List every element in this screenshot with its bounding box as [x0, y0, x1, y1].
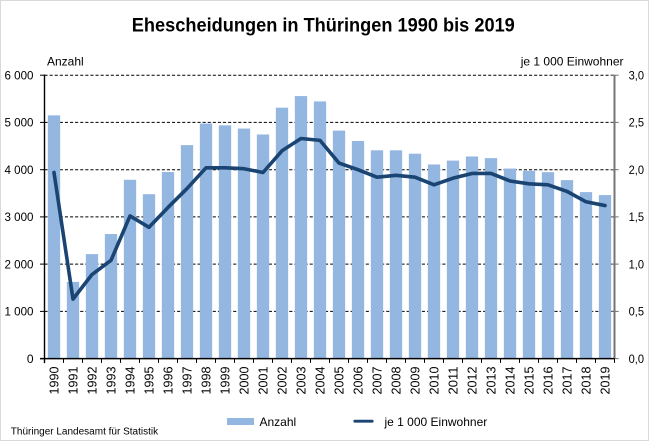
svg-text:1990: 1990 [48, 366, 62, 394]
svg-text:6 000: 6 000 [5, 68, 34, 82]
svg-text:2015: 2015 [523, 366, 537, 394]
svg-text:2007: 2007 [371, 366, 385, 394]
svg-text:2016: 2016 [542, 366, 556, 394]
svg-text:Ehescheidungen in Thüringen 19: Ehescheidungen in Thüringen 1990 bis 201… [132, 15, 515, 37]
svg-text:1998: 1998 [200, 366, 214, 394]
svg-text:2011: 2011 [447, 366, 461, 394]
svg-text:2000: 2000 [238, 366, 252, 394]
svg-text:2010: 2010 [428, 366, 442, 394]
svg-text:1994: 1994 [124, 366, 138, 394]
svg-text:2013: 2013 [485, 366, 499, 394]
svg-text:2005: 2005 [333, 366, 347, 394]
svg-text:2,5: 2,5 [629, 116, 645, 130]
svg-text:je 1 000 Einwohner: je 1 000 Einwohner [520, 55, 624, 69]
svg-text:0: 0 [27, 352, 34, 366]
svg-text:2009: 2009 [409, 366, 423, 394]
svg-text:Thüringer Landesamt für Statis: Thüringer Landesamt für Statistik [11, 426, 159, 437]
svg-text:Anzahl: Anzahl [47, 55, 84, 69]
svg-text:0,0: 0,0 [629, 352, 645, 366]
svg-text:3 000: 3 000 [5, 210, 34, 224]
svg-text:2012: 2012 [466, 366, 480, 394]
svg-text:2019: 2019 [599, 366, 613, 394]
svg-text:2006: 2006 [352, 366, 366, 394]
svg-text:1992: 1992 [86, 366, 100, 394]
svg-text:1,5: 1,5 [629, 210, 645, 224]
svg-text:5 000: 5 000 [5, 116, 34, 130]
svg-text:3,0: 3,0 [629, 68, 645, 82]
svg-text:1993: 1993 [105, 366, 119, 394]
svg-text:je 1 000 Einwohner: je 1 000 Einwohner [384, 415, 488, 429]
svg-text:1,0: 1,0 [629, 257, 645, 271]
svg-text:1999: 1999 [219, 366, 233, 394]
svg-text:1997: 1997 [181, 366, 195, 394]
svg-text:0,5: 0,5 [629, 305, 645, 319]
svg-text:Anzahl: Anzahl [260, 415, 297, 429]
svg-text:2001: 2001 [257, 366, 271, 394]
svg-text:2 000: 2 000 [5, 257, 34, 271]
svg-text:2014: 2014 [504, 366, 518, 394]
svg-text:1991: 1991 [67, 366, 81, 394]
svg-text:2,0: 2,0 [629, 163, 645, 177]
svg-text:2008: 2008 [390, 366, 404, 394]
svg-text:1 000: 1 000 [5, 305, 34, 319]
svg-text:1995: 1995 [143, 366, 157, 394]
svg-text:4 000: 4 000 [5, 163, 34, 177]
svg-text:1996: 1996 [162, 366, 176, 394]
svg-text:2018: 2018 [580, 366, 594, 394]
svg-text:2002: 2002 [276, 366, 290, 394]
svg-text:2017: 2017 [561, 366, 575, 394]
svg-text:2004: 2004 [314, 366, 328, 394]
svg-text:2003: 2003 [295, 366, 309, 394]
